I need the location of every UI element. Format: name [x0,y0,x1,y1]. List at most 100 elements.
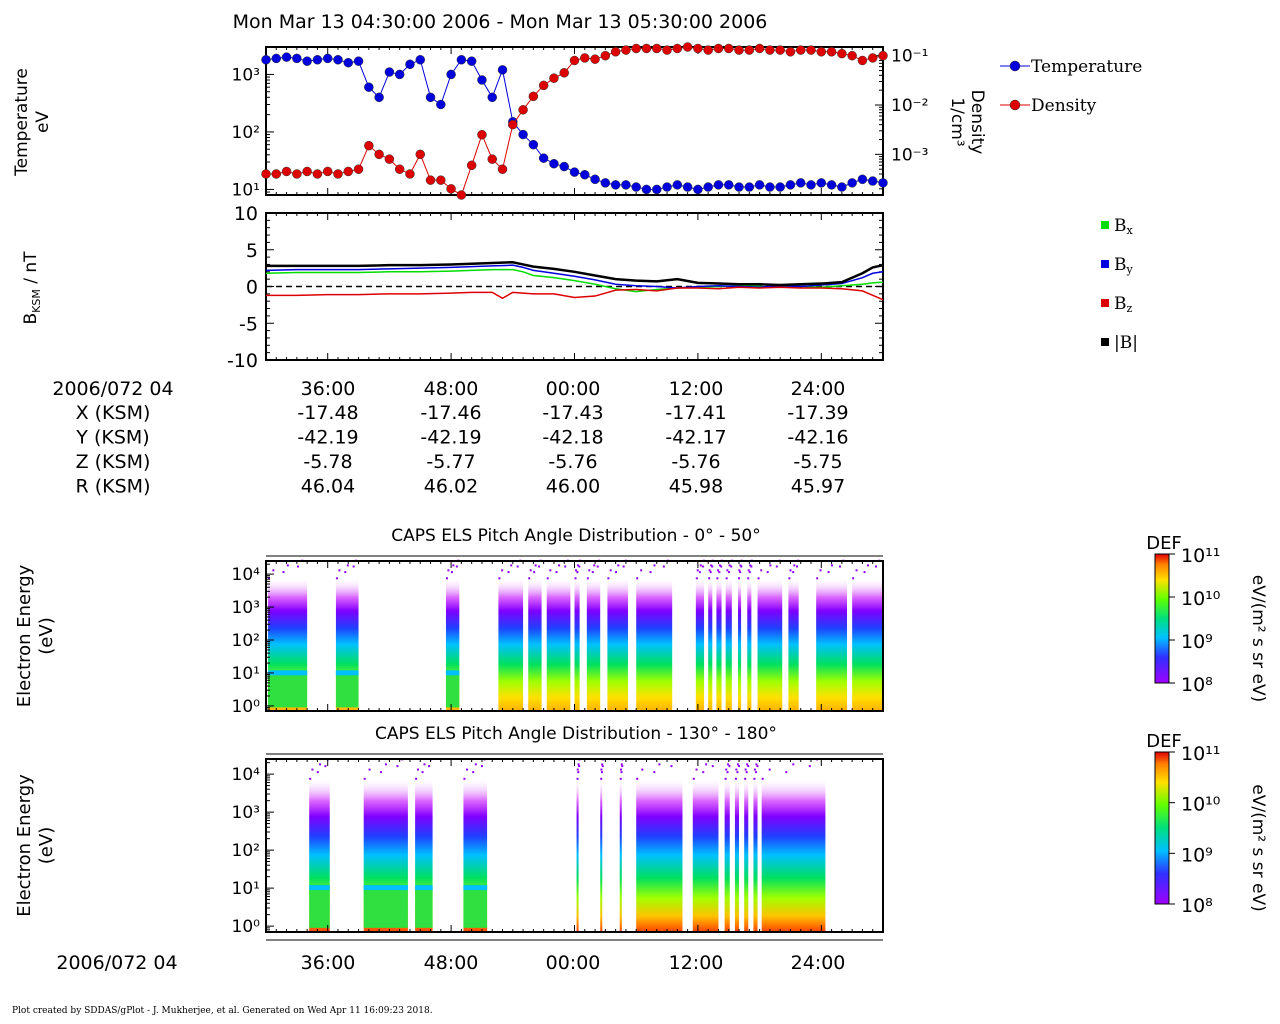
data-point-temperature [333,55,343,65]
spectrogram-speck [538,565,541,568]
spectrogram-speck [609,569,612,572]
colorbar-units: eV/(m² s sr eV) [1248,784,1268,911]
spectrogram-speck [396,765,399,768]
spectrogram-speck [296,565,299,568]
spectrogram-speck [716,569,719,572]
y-tick-label: 0 [246,277,258,299]
spectrogram-low-energy [415,885,433,928]
spectrogram-speck [730,565,733,568]
data-point-density [724,43,734,54]
spectrogram-low-energy-edge [415,885,433,891]
spectrogram-cell [708,577,713,711]
ephemeris-value: 46.00 [546,476,600,498]
spectrogram-low-energy [463,885,488,928]
spectrogram-cell [725,577,732,711]
colorbar-tick-label: 10⁸ [1181,895,1213,917]
spectrogram-cell [692,777,719,932]
spectrogram-speck [792,571,795,574]
data-point-density [703,45,713,55]
energy-axis-label: Electron Energy [14,774,35,917]
spectrogram-speck [695,577,698,580]
data-point-temperature [261,55,271,65]
colorbar-label: DEF [1146,731,1182,752]
spectrogram-speck [549,569,552,572]
spectrogram-speck [474,763,477,766]
data-point-density [508,119,518,130]
y-tick-label: 10² [232,841,260,861]
data-point-density [662,45,672,55]
data-point-density [795,45,806,55]
spectrogram-speck [793,564,796,567]
spectrogram-speck [718,571,721,574]
spectrogram-speck [726,771,729,774]
spectrogram-130-180: CAPS ELS Pitch Angle Distribution - 130°… [14,724,1268,974]
spectrogram-speck [709,571,712,574]
data-point-temperature [795,178,806,188]
data-point-temperature [456,55,467,65]
spectrogram-speck [761,777,764,780]
spectrogram-speck [724,777,727,780]
data-point-temperature [477,75,487,85]
spectrogram-speck [578,765,581,768]
spectrogram-speck [760,569,763,572]
legend-label-density: Density [1031,96,1097,116]
spectrogram-low-energy [445,670,460,708]
spectrogram-speck [788,577,791,580]
data-point-density [405,169,415,179]
spectrogram-cell [619,777,622,932]
spectrogram-speck [463,777,466,780]
data-point-temperature [631,182,641,192]
data-point-temperature [826,180,837,190]
ephemeris-value: -17.39 [787,402,848,424]
spectrogram-speck [734,777,737,780]
spectrogram-speck [748,571,751,574]
data-point-density [477,129,487,140]
spectrogram-low-energy-edge [309,885,330,891]
ephemeris-row-label: Y (KSM) [75,427,149,449]
data-point-density [580,53,590,63]
spectrogram-speck [622,565,625,568]
data-point-density [806,45,816,55]
ephemeris-value: -17.43 [542,402,603,424]
spectrogram-speck [586,577,589,580]
spectrogram-cell [695,577,705,711]
data-point-temperature [425,92,436,103]
spectrogram-speck [739,564,742,567]
data-point-density [333,169,343,179]
spectrogram-speck [324,765,327,768]
colorbar-label: DEF [1146,533,1182,554]
spectrogram-speck [621,765,624,768]
data-point-temperature [744,182,755,192]
time-tick-label: 24:00 [791,952,846,974]
data-point-density [394,164,405,174]
density-unit: 1/cm³ [947,97,967,146]
spectrogram-speck [744,768,747,771]
spectrogram-speck [450,571,453,574]
data-point-temperature [384,67,395,77]
spectrogram-speck [309,777,312,780]
spectrogram-speck [711,765,714,768]
data-point-density [610,47,621,57]
spectrogram-speck [698,571,701,574]
spectrogram-speck [578,565,581,568]
spectrogram-speck [311,768,314,771]
spectrogram-cell [744,777,749,932]
spectrogram-speck [756,765,759,768]
energy-axis-unit: (eV) [36,617,57,654]
data-point-temperature [374,92,384,103]
data-point-density [549,73,559,83]
data-point-density [518,105,528,115]
spectrogram-speck [577,771,580,774]
data-point-density [436,175,446,185]
energy-axis-unit: (eV) [36,827,57,864]
colorbar-tick-label: 10¹¹ [1181,743,1220,765]
data-point-density [837,48,847,59]
spectrogram-speck [728,765,731,768]
colorbar-tick-label: 10¹⁰ [1181,588,1220,610]
spectrogram-speck [746,763,749,766]
time-tick-label: 12:00 [669,952,724,974]
colorbar-tick-label: 10⁸ [1181,674,1213,696]
spectrogram-speck [576,777,579,780]
spectrogram-speck [363,777,366,780]
ephemeris-value: -42.16 [787,427,848,449]
